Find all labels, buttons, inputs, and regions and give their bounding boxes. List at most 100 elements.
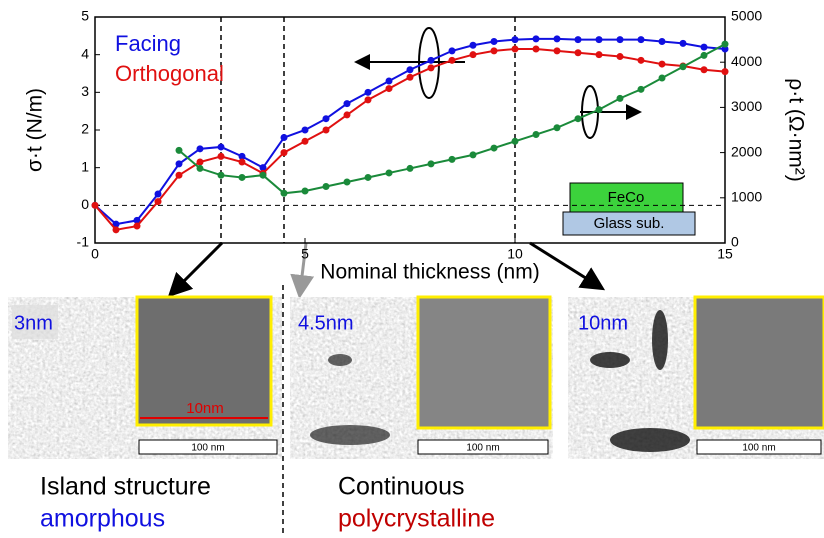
- caption: Continuous: [338, 473, 464, 501]
- data-point: [575, 36, 582, 43]
- data-point: [659, 38, 666, 45]
- data-point: [554, 47, 561, 54]
- data-point: [449, 57, 456, 64]
- data-point: [617, 53, 624, 60]
- data-point: [176, 147, 183, 154]
- data-point: [407, 165, 414, 172]
- data-point: [197, 145, 204, 152]
- data-point: [701, 52, 708, 59]
- substrate-label: Glass sub.: [594, 215, 665, 232]
- caption: polycrystalline: [338, 505, 495, 533]
- data-point: [134, 223, 141, 230]
- data-point: [596, 36, 603, 43]
- y-tick-label: 0: [81, 196, 89, 212]
- data-point: [491, 38, 498, 45]
- legend-label: Orthogonal: [115, 61, 224, 86]
- data-point: [554, 35, 561, 42]
- data-point: [512, 138, 519, 145]
- y2-tick-label: 5000: [731, 8, 762, 24]
- data-point: [449, 47, 456, 54]
- data-point: [176, 172, 183, 179]
- data-point: [176, 160, 183, 167]
- y-tick-label: 5: [81, 8, 89, 24]
- inset-scale: 10nm: [186, 400, 224, 417]
- data-point: [428, 57, 435, 64]
- data-point: [575, 115, 582, 122]
- data-point: [302, 138, 309, 145]
- data-point: [449, 156, 456, 163]
- x-axis-title: Nominal thickness (nm): [320, 261, 539, 284]
- y-tick-label: -1: [77, 234, 90, 250]
- data-point: [260, 172, 267, 179]
- y2-tick-label: 4000: [731, 53, 762, 69]
- data-point: [407, 66, 414, 73]
- data-point: [470, 42, 477, 49]
- data-point: [554, 124, 561, 131]
- data-point: [365, 89, 372, 96]
- scale-bar-label: 100 nm: [466, 443, 499, 454]
- data-point: [638, 36, 645, 43]
- data-point: [659, 61, 666, 68]
- data-point: [596, 106, 603, 113]
- y-tick-label: 4: [81, 45, 89, 61]
- y2-tick-label: 3000: [731, 98, 762, 114]
- data-point: [218, 143, 225, 150]
- x-tick-label: 0: [91, 246, 99, 262]
- data-point: [323, 127, 330, 134]
- data-point: [323, 183, 330, 190]
- scale-bar-label: 100 nm: [742, 443, 775, 454]
- x-tick-label: 5: [301, 246, 309, 262]
- data-point: [281, 134, 288, 141]
- y-tick-label: 2: [81, 121, 89, 137]
- data-point: [470, 151, 477, 158]
- data-point: [197, 159, 204, 166]
- data-point: [533, 131, 540, 138]
- data-point: [533, 35, 540, 42]
- data-point: [659, 75, 666, 82]
- data-point: [491, 47, 498, 54]
- data-point: [512, 46, 519, 53]
- data-point: [386, 85, 393, 92]
- data-point: [302, 188, 309, 195]
- data-point: [722, 41, 729, 48]
- data-point: [92, 202, 99, 209]
- y2-tick-label: 2000: [731, 143, 762, 159]
- x-tick-label: 10: [507, 246, 523, 262]
- film-label: FeCo: [608, 189, 645, 206]
- data-point: [281, 190, 288, 197]
- data-point: [680, 40, 687, 47]
- data-point: [533, 46, 540, 53]
- data-point: [701, 66, 708, 73]
- data-point: [344, 100, 351, 107]
- data-point: [323, 115, 330, 122]
- y2-axis-title: ρ·t (Ω·nm²): [784, 78, 807, 181]
- panel-label: 4.5nm: [298, 312, 354, 334]
- data-point: [638, 57, 645, 64]
- data-point: [239, 159, 246, 166]
- scale-bar-label: 100 nm: [191, 443, 224, 454]
- data-point: [155, 198, 162, 205]
- data-point: [155, 191, 162, 198]
- data-point: [386, 78, 393, 85]
- y2-tick-label: 1000: [731, 189, 762, 205]
- data-point: [365, 96, 372, 103]
- y-tick-label: 3: [81, 83, 89, 99]
- data-point: [680, 63, 687, 70]
- data-point: [407, 74, 414, 81]
- y-tick-label: 1: [81, 158, 89, 174]
- panel-label: 3nm: [14, 312, 53, 334]
- data-point: [428, 64, 435, 71]
- data-point: [197, 165, 204, 172]
- data-point: [470, 51, 477, 58]
- data-point: [302, 127, 309, 134]
- data-point: [722, 68, 729, 75]
- data-point: [428, 160, 435, 167]
- data-point: [344, 111, 351, 118]
- data-point: [617, 36, 624, 43]
- data-point: [113, 226, 120, 233]
- data-point: [596, 51, 603, 58]
- data-point: [386, 169, 393, 176]
- data-point: [239, 174, 246, 181]
- panel-label: 10nm: [578, 312, 628, 334]
- caption: Island structure: [40, 473, 211, 501]
